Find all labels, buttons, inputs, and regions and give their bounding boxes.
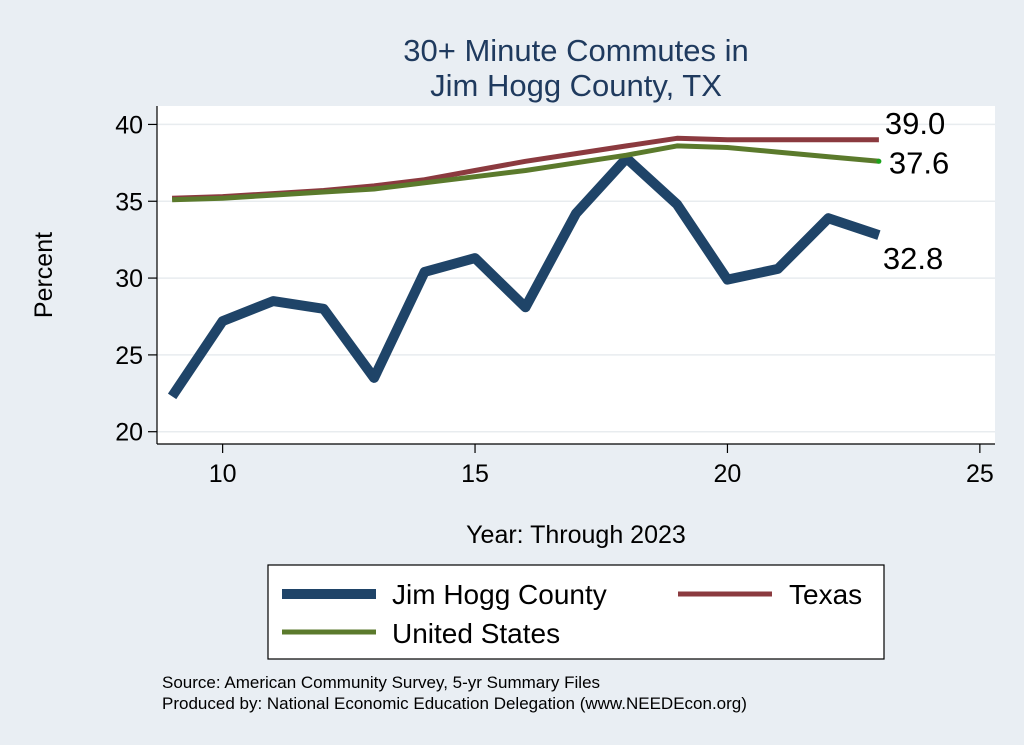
end-label-jim-hogg-county: 32.8	[883, 241, 943, 276]
y-tick-label-25: 25	[115, 342, 143, 370]
x-tick-label-10: 10	[209, 460, 237, 488]
source-note: Source: American Community Survey, 5-yr …	[162, 673, 600, 692]
x-tick-label-25: 25	[966, 460, 994, 488]
x-tick-label-15: 15	[461, 460, 489, 488]
y-tick-label-20: 20	[115, 419, 143, 447]
end-label-texas: 39.0	[885, 106, 945, 141]
x-axis-title: Year: Through 2023	[466, 521, 686, 549]
legend-box	[267, 564, 885, 660]
series-line-united-states	[172, 143, 880, 203]
plot-area	[157, 106, 995, 444]
x-tick-label-20: 20	[714, 460, 742, 488]
y-tick-label-35: 35	[115, 188, 143, 216]
end-label-united-states: 37.6	[889, 145, 949, 180]
y-tick-label-40: 40	[115, 111, 143, 139]
y-tick-label-30: 30	[115, 265, 143, 293]
series-line-jim-hogg-county	[167, 153, 881, 400]
chart-title-line-2: Jim Hogg County, TX	[430, 68, 722, 103]
gridlines	[157, 123, 995, 433]
produced-by-note: Produced by: National Economic Education…	[162, 694, 747, 713]
series-lines	[167, 135, 882, 400]
y-axis-ticks: 20 25 30 35 40	[115, 111, 157, 447]
y-axis-title: Percent	[30, 232, 58, 318]
end-marker-united-states	[876, 158, 882, 164]
legend-label-jim-hogg-county: Jim Hogg County	[392, 579, 607, 610]
legend-label-texas: Texas	[789, 579, 862, 610]
x-axis-ticks: 10 15 20 25	[209, 444, 994, 488]
legend-label-united-states: United States	[392, 618, 560, 649]
legend: Jim Hogg County Texas United States	[282, 579, 862, 649]
chart-title-line-1: 30+ Minute Commutes in	[403, 33, 748, 68]
end-labels: 32.8 39.0 37.6	[883, 106, 949, 276]
